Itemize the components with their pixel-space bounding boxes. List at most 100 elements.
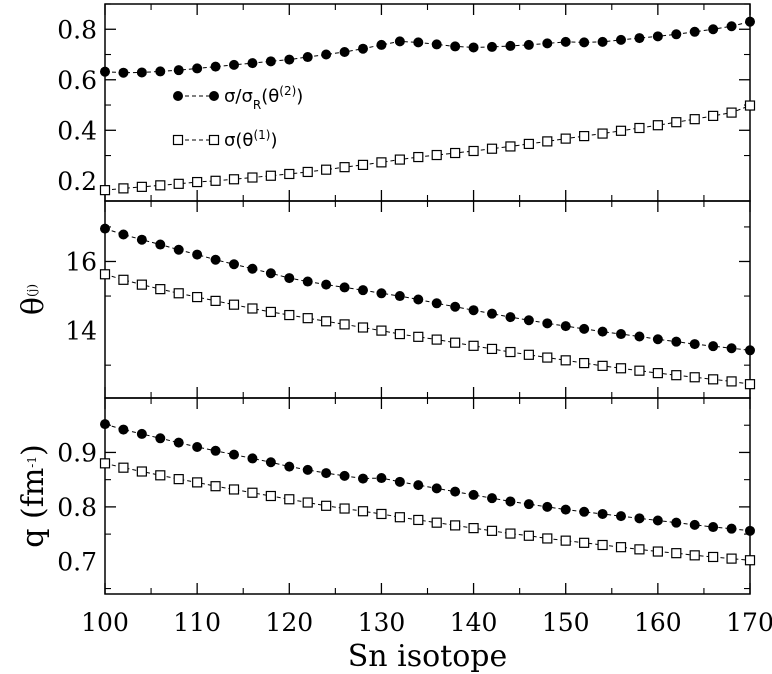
data-point [671,29,682,40]
y-tick-label: 14 [65,317,97,346]
data-point [265,268,276,279]
data-point [376,508,387,520]
data-point [376,39,387,50]
data-point [560,504,571,515]
data-point [413,37,424,48]
data-point [450,486,461,497]
series-line [104,228,751,351]
data-point [173,437,184,448]
data-point [155,284,166,295]
data-point [210,175,221,186]
series-line [104,273,751,385]
data-point [247,487,258,498]
data-point [302,313,313,324]
data-point [118,274,129,285]
data-point [431,517,442,528]
data-point [450,147,461,159]
series-2 [99,269,756,390]
series-1 [100,419,755,536]
data-point [542,533,553,544]
legend-marker [173,91,183,101]
data-point [173,244,184,255]
data-point [523,138,534,150]
data-point [284,494,295,505]
data-point [597,36,608,47]
data-point [136,67,147,78]
data-point [136,181,147,192]
data-point [376,325,387,336]
data-point [192,176,203,188]
data-point [413,331,424,342]
data-point [708,374,719,385]
data-point [542,352,553,363]
data-point [597,539,608,551]
y-tick-label: 0.2 [57,167,97,196]
data-point [339,503,350,514]
series-1 [100,16,755,78]
data-point [118,229,129,240]
data-point [376,157,387,168]
data-point [671,370,682,381]
series-2 [99,458,756,566]
data-point [689,26,700,37]
data-point [210,254,221,265]
data-point [100,419,110,430]
data-point [560,133,571,144]
data-point [616,34,626,45]
data-point [579,323,590,334]
data-point [247,263,258,274]
legend-marker [172,134,184,146]
data-point [284,54,295,65]
data-point [597,326,608,337]
data-point [431,298,442,309]
data-point [671,517,682,528]
data-point [155,66,166,77]
data-point [302,276,313,287]
data-point [192,477,203,488]
data-point [450,301,461,312]
data-point [100,223,110,234]
data-point [597,128,608,139]
data-point [358,285,368,296]
data-point [302,497,313,508]
data-point [487,308,497,319]
y-tick-label: 0.7 [57,547,97,576]
data-point [726,343,737,354]
data-point [431,483,442,494]
data-point [321,316,332,327]
data-point [450,520,461,531]
data-point [247,172,258,183]
data-point [744,100,756,111]
data-point [394,36,405,47]
data-point [634,331,645,342]
data-point [505,141,516,152]
data-point [450,337,461,348]
data-point [505,346,516,358]
data-point [450,41,461,52]
data-point [726,376,737,387]
data-point [247,58,258,69]
data-point [431,149,442,161]
data-point [505,528,516,539]
data-point [745,345,755,356]
data-point [431,334,442,345]
data-point [523,349,534,360]
x-axis-title: Sn isotope [348,639,508,674]
data-point [284,168,295,180]
data-point [634,122,645,134]
x-tick-label: 150 [542,608,590,637]
panel-2: 14 16 θ(j) [16,200,756,399]
data-point [505,40,516,51]
data-point [247,453,258,464]
data-point [210,61,221,72]
data-point [229,59,239,70]
y-axis-title: q (fm-1) [16,444,51,547]
data-point [726,21,737,32]
data-point [265,170,276,181]
data-point [155,180,166,191]
data-point [413,480,424,491]
data-point [579,130,590,142]
data-point [357,322,369,333]
data-point [468,340,479,351]
data-point [634,365,645,376]
